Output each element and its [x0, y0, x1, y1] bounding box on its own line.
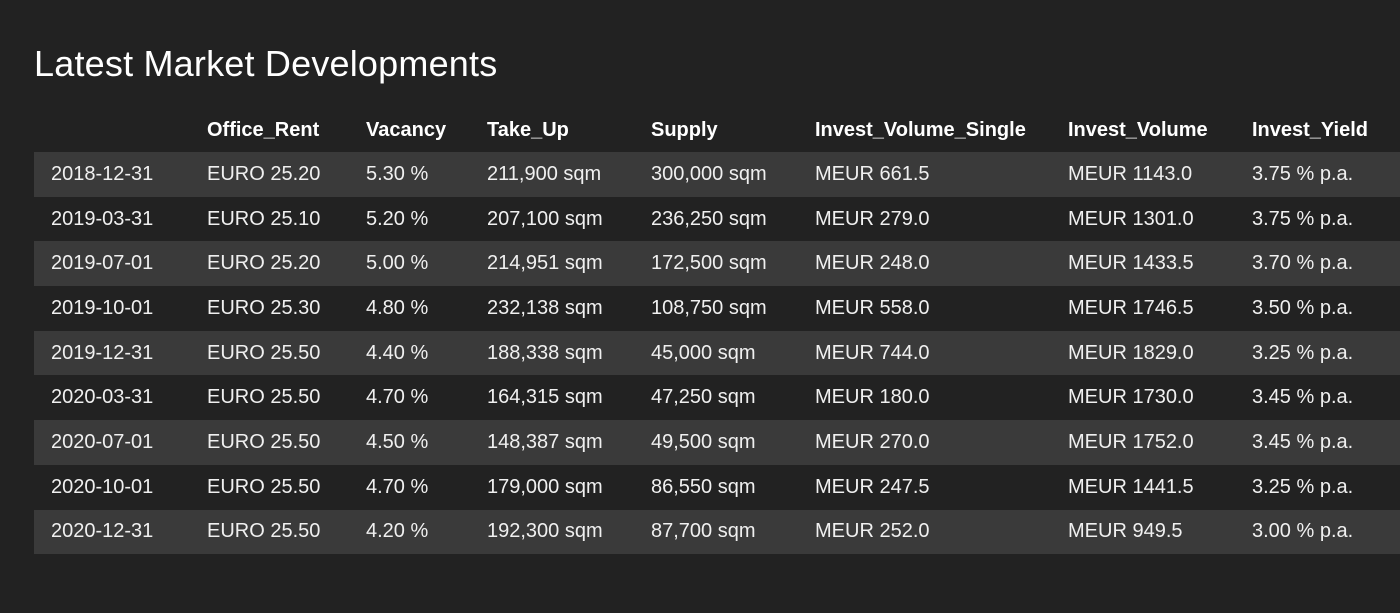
cell-invest-yield: 3.70 % p.a.: [1252, 241, 1400, 287]
cell-supply: 236,250 sqm: [651, 196, 815, 242]
cell-supply: 45,000 sqm: [651, 330, 815, 376]
cell-supply: 300,000 sqm: [651, 152, 815, 197]
table-row: 2018-12-31 EURO 25.20 5.30 % 211,900 sqm…: [34, 152, 1400, 197]
cell-take-up: 232,138 sqm: [487, 286, 651, 331]
cell-invest-volume-single: MEUR 248.0: [815, 241, 1068, 287]
cell-vacancy: 4.40 %: [366, 330, 487, 376]
cell-invest-yield: 3.75 % p.a.: [1252, 196, 1400, 242]
cell-invest-volume: MEUR 949.5: [1068, 509, 1252, 555]
cell-invest-volume: MEUR 1730.0: [1068, 375, 1252, 421]
column-header-office-rent: Office_Rent: [207, 118, 320, 141]
cell-invest-volume: MEUR 1752.0: [1068, 420, 1252, 465]
cell-invest-yield: 3.45 % p.a.: [1252, 420, 1400, 465]
cell-supply: 47,250 sqm: [651, 375, 815, 421]
cell-take-up: 179,000 sqm: [487, 464, 651, 510]
cell-office-rent: EURO 25.50: [207, 375, 366, 421]
cell-date: 2020-10-01: [34, 464, 207, 510]
cell-invest-volume-single: MEUR 744.0: [815, 330, 1068, 376]
cell-supply: 108,750 sqm: [651, 286, 815, 331]
cell-office-rent: EURO 25.50: [207, 420, 366, 465]
cell-vacancy: 4.20 %: [366, 509, 487, 555]
table-row: 2019-03-31 EURO 25.10 5.20 % 207,100 sqm…: [34, 196, 1400, 242]
cell-date: 2019-07-01: [34, 241, 207, 287]
column-header-vacancy: Vacancy: [366, 118, 447, 141]
cell-office-rent: EURO 25.10: [207, 196, 366, 242]
cell-vacancy: 5.20 %: [366, 196, 487, 242]
cell-take-up: 188,338 sqm: [487, 330, 651, 376]
cell-invest-yield: 3.25 % p.a.: [1252, 330, 1400, 376]
cell-date: 2019-12-31: [34, 330, 207, 376]
cell-supply: 49,500 sqm: [651, 420, 815, 465]
cell-date: 2019-03-31: [34, 196, 207, 242]
table-row: 2020-07-01 EURO 25.50 4.50 % 148,387 sqm…: [34, 420, 1400, 465]
table-row: 2019-12-31 EURO 25.50 4.40 % 188,338 sqm…: [34, 330, 1400, 376]
cell-invest-yield: 3.45 % p.a.: [1252, 375, 1400, 421]
cell-invest-volume: MEUR 1433.5: [1068, 241, 1252, 287]
cell-invest-volume-single: MEUR 279.0: [815, 196, 1068, 242]
page-title: Latest Market Developments: [34, 43, 498, 84]
table-row: 2020-10-01 EURO 25.50 4.70 % 179,000 sqm…: [34, 464, 1400, 510]
cell-invest-volume: MEUR 1301.0: [1068, 196, 1252, 242]
cell-vacancy: 4.50 %: [366, 420, 487, 465]
cell-take-up: 164,315 sqm: [487, 375, 651, 421]
cell-invest-volume-single: MEUR 270.0: [815, 420, 1068, 465]
table-row: 2020-03-31 EURO 25.50 4.70 % 164,315 sqm…: [34, 375, 1400, 421]
column-header-take-up: Take_Up: [487, 118, 569, 141]
cell-take-up: 148,387 sqm: [487, 420, 651, 465]
cell-invest-volume: MEUR 1143.0: [1068, 152, 1252, 197]
cell-office-rent: EURO 25.30: [207, 286, 366, 331]
cell-vacancy: 5.30 %: [366, 152, 487, 197]
cell-office-rent: EURO 25.50: [207, 330, 366, 376]
cell-invest-volume: MEUR 1441.5: [1068, 464, 1252, 510]
column-header-invest-volume-single: Invest_Volume_Single: [815, 118, 1026, 141]
table-row: 2019-07-01 EURO 25.20 5.00 % 214,951 sqm…: [34, 241, 1400, 287]
cell-date: 2020-07-01: [34, 420, 207, 465]
cell-vacancy: 5.00 %: [366, 241, 487, 287]
cell-supply: 172,500 sqm: [651, 241, 815, 287]
cell-office-rent: EURO 25.50: [207, 509, 366, 555]
cell-invest-volume-single: MEUR 247.5: [815, 464, 1068, 510]
cell-invest-yield: 3.00 % p.a.: [1252, 509, 1400, 555]
cell-supply: 87,700 sqm: [651, 509, 815, 555]
cell-office-rent: EURO 25.20: [207, 241, 366, 287]
cell-take-up: 207,100 sqm: [487, 196, 651, 242]
cell-invest-yield: 3.50 % p.a.: [1252, 286, 1400, 331]
column-header-invest-volume: Invest_Volume: [1068, 118, 1208, 141]
cell-take-up: 192,300 sqm: [487, 509, 651, 555]
cell-invest-volume-single: MEUR 558.0: [815, 286, 1068, 331]
cell-date: 2020-03-31: [34, 375, 207, 421]
column-header-supply: Supply: [651, 118, 718, 141]
cell-invest-volume-single: MEUR 252.0: [815, 509, 1068, 555]
cell-office-rent: EURO 25.50: [207, 464, 366, 510]
cell-office-rent: EURO 25.20: [207, 152, 366, 197]
cell-date: 2019-10-01: [34, 286, 207, 331]
cell-invest-volume-single: MEUR 180.0: [815, 375, 1068, 421]
cell-date: 2020-12-31: [34, 509, 207, 555]
column-header-invest-yield: Invest_Yield: [1252, 118, 1368, 141]
table-row: 2019-10-01 EURO 25.30 4.80 % 232,138 sqm…: [34, 286, 1400, 331]
market-table: Office_Rent Vacancy Take_Up Supply Inves…: [34, 108, 1400, 555]
cell-take-up: 214,951 sqm: [487, 241, 651, 287]
cell-invest-yield: 3.25 % p.a.: [1252, 464, 1400, 510]
cell-invest-yield: 3.75 % p.a.: [1252, 152, 1400, 197]
column-header-date: [34, 108, 207, 152]
table-row: 2020-12-31 EURO 25.50 4.20 % 192,300 sqm…: [34, 509, 1400, 555]
table-header-row: Office_Rent Vacancy Take_Up Supply Inves…: [34, 108, 1400, 152]
cell-supply: 86,550 sqm: [651, 464, 815, 510]
cell-invest-volume-single: MEUR 661.5: [815, 152, 1068, 197]
cell-vacancy: 4.70 %: [366, 464, 487, 510]
cell-vacancy: 4.70 %: [366, 375, 487, 421]
cell-date: 2018-12-31: [34, 152, 207, 197]
cell-vacancy: 4.80 %: [366, 286, 487, 331]
cell-take-up: 211,900 sqm: [487, 152, 651, 197]
cell-invest-volume: MEUR 1829.0: [1068, 330, 1252, 376]
cell-invest-volume: MEUR 1746.5: [1068, 286, 1252, 331]
